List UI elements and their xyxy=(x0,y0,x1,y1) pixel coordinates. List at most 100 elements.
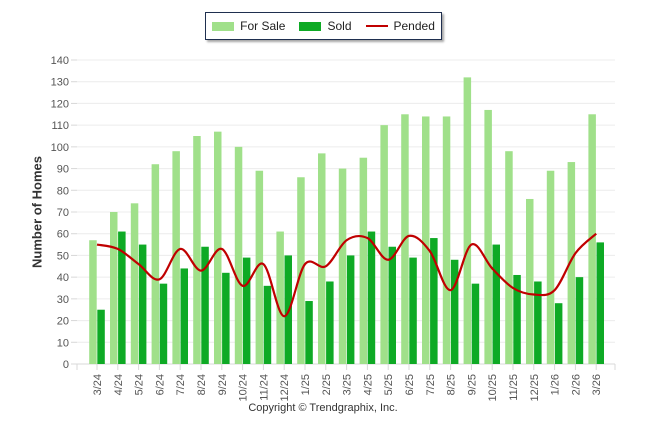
x-tick-label: 5/25 xyxy=(383,374,395,395)
x-tick-label: 12/24 xyxy=(279,374,291,402)
x-tick-label: 6/25 xyxy=(404,374,416,395)
legend-label-sold: Sold xyxy=(327,19,352,33)
for-sale-swatch xyxy=(212,21,235,31)
x-tick-label: 4/25 xyxy=(362,374,374,395)
y-tick-label: 0 xyxy=(63,359,69,371)
legend-label-for-sale: For Sale xyxy=(240,19,286,33)
x-tick-label: 10/24 xyxy=(238,374,250,402)
bar-for-sale xyxy=(526,198,534,364)
bar-sold xyxy=(180,268,188,364)
y-tick-label: 20 xyxy=(57,316,69,328)
bar-for-sale xyxy=(193,136,201,364)
bar-sold xyxy=(388,246,396,364)
bar-for-sale xyxy=(151,164,160,364)
y-tick-label: 30 xyxy=(57,294,69,306)
bar-sold xyxy=(222,272,230,364)
y-tick-label: 130 xyxy=(51,77,69,89)
x-tick-label: 1/25 xyxy=(300,374,312,395)
bar-sold xyxy=(242,257,251,364)
x-tick-label: 7/24 xyxy=(175,374,187,395)
bar-sold xyxy=(305,301,313,364)
x-tick-label: 8/24 xyxy=(196,374,208,395)
bar-sold xyxy=(159,283,168,364)
x-tick-label: 3/25 xyxy=(342,374,354,395)
pended-line-group xyxy=(96,232,597,318)
copyright-text: Copyright © Trendgraphix, Inc. xyxy=(248,402,398,414)
legend-item-for-sale[interactable]: For Sale xyxy=(212,19,285,33)
bar-for-sale xyxy=(338,168,347,364)
x-tick-label: 3/26 xyxy=(591,374,603,395)
y-tick-label: 110 xyxy=(51,120,69,132)
y-tick-label: 60 xyxy=(57,229,69,241)
bar-sold xyxy=(430,238,438,364)
bar-sold xyxy=(471,283,480,364)
x-tick-label: 7/25 xyxy=(425,374,437,395)
y-tick-label: 90 xyxy=(57,164,69,176)
bar-sold xyxy=(450,259,459,364)
bar-for-sale xyxy=(567,162,576,364)
x-tick-label: 9/25 xyxy=(466,374,478,395)
bar-sold xyxy=(575,277,584,364)
bar-for-sale xyxy=(130,203,139,364)
bar-sold xyxy=(263,285,272,364)
bar-for-sale xyxy=(276,231,284,364)
x-axis-ticks: 3/24 4/24 5/24 6/24 7/24 8/24 9/24 10/24 11/24 12… xyxy=(76,364,616,402)
bar-for-sale xyxy=(422,116,430,364)
legend-item-pended[interactable]: Pended xyxy=(365,19,435,33)
bar-sold xyxy=(118,231,126,364)
x-tick-label: 1/26 xyxy=(550,374,562,395)
bar-for-sale xyxy=(588,114,596,365)
bar-sold xyxy=(138,244,147,364)
x-tick-label: 3/24 xyxy=(92,374,104,395)
bar-sold xyxy=(596,242,604,364)
bar-for-sale xyxy=(255,170,264,364)
bar-for-sale xyxy=(214,131,222,364)
bar-sold xyxy=(326,281,334,364)
pended-swatch xyxy=(365,25,388,27)
y-tick-label: 100 xyxy=(51,142,69,154)
bar-sold xyxy=(367,231,376,364)
x-tick-label: 12/25 xyxy=(529,374,541,402)
bar-for-sale xyxy=(546,170,555,364)
bar-for-sale xyxy=(505,151,513,364)
bar-sold xyxy=(513,274,521,364)
y-tick-label: 120 xyxy=(51,98,69,110)
y-tick-label: 40 xyxy=(57,272,69,284)
bar-sold xyxy=(534,281,542,364)
x-tick-label: 8/25 xyxy=(446,374,458,395)
bar-sold xyxy=(492,244,500,364)
bar-for-sale xyxy=(172,151,180,364)
x-tick-label: 4/24 xyxy=(113,374,125,395)
bar-for-sale xyxy=(318,153,326,364)
bar-for-sale xyxy=(110,212,118,364)
y-tick-label: 10 xyxy=(57,337,69,349)
bar-for-sale xyxy=(442,116,451,364)
legend: For Sale Sold Pended xyxy=(205,12,442,40)
bar-sold xyxy=(409,257,417,364)
bar-for-sale xyxy=(89,240,97,364)
x-tick-label: 11/25 xyxy=(508,374,520,401)
x-tick-label: 5/24 xyxy=(134,374,146,395)
x-tick-label: 6/24 xyxy=(154,374,166,395)
y-axis-ticks: 0 10 20 30 40 50 60 70 80 90 100 110 120 130 140 xyxy=(51,55,69,371)
y-tick-label: 70 xyxy=(57,207,69,219)
bar-sold xyxy=(346,255,355,364)
bar-for-sale xyxy=(234,146,243,364)
x-tick-label: 10/25 xyxy=(487,374,499,402)
x-tick-label: 9/24 xyxy=(217,374,229,395)
x-tick-label: 2/26 xyxy=(570,374,582,395)
y-tick-label: 50 xyxy=(57,250,69,262)
bar-for-sale xyxy=(380,125,388,365)
y-tick-label: 80 xyxy=(57,185,69,197)
sold-swatch xyxy=(299,21,322,31)
y-tick-label: 140 xyxy=(51,55,69,67)
bars xyxy=(89,77,604,365)
bar-sold xyxy=(554,303,563,364)
bar-for-sale xyxy=(463,77,472,364)
legend-item-sold[interactable]: Sold xyxy=(299,19,352,33)
x-tick-label: 11/24 xyxy=(258,374,270,401)
x-tick-label: 2/25 xyxy=(321,374,333,395)
legend-label-pended: Pended xyxy=(393,19,435,33)
bar-for-sale xyxy=(484,109,492,364)
